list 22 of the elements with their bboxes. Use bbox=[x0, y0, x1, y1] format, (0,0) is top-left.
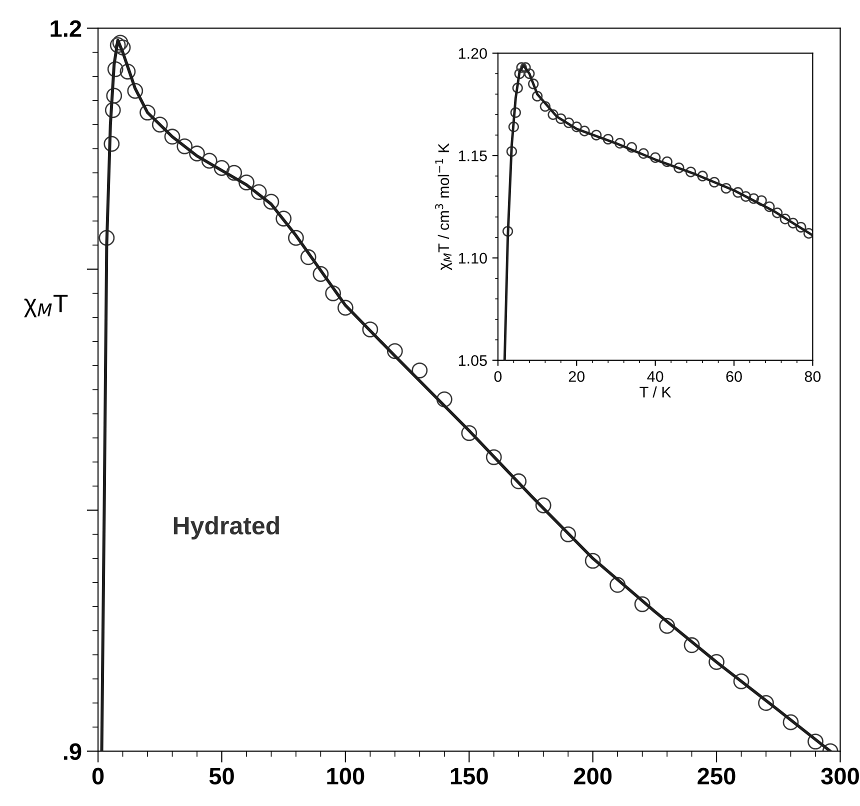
x-tick-label: 50 bbox=[209, 768, 234, 785]
x-tick-label: 40 bbox=[647, 371, 664, 382]
y-tick-label: 1.20 bbox=[458, 48, 487, 59]
x-tick-label: 20 bbox=[568, 371, 585, 382]
y-tick-label: 1.10 bbox=[458, 252, 487, 264]
x-tick-label: 200 bbox=[574, 768, 612, 785]
x-tick-label: 60 bbox=[726, 371, 742, 382]
y-axis-title: χ$_{M}$T bbox=[24, 294, 68, 318]
x-axis-title: T / K bbox=[640, 386, 672, 398]
x-tick-label: 150 bbox=[450, 768, 488, 785]
annotation: Hydrated bbox=[174, 516, 279, 540]
x-tick-label: 300 bbox=[821, 768, 859, 785]
x-tick-label: 0 bbox=[494, 371, 502, 382]
y-axis-title: χ$_{M}$T / cm$^{3}$ mol$^{−1}$ K bbox=[435, 143, 452, 270]
y-tick-label: 1.15 bbox=[458, 150, 487, 162]
x-tick-label: 80 bbox=[804, 371, 821, 382]
x-tick-label: 250 bbox=[698, 768, 736, 785]
y-tick-label: 1.2 bbox=[50, 20, 82, 37]
x-tick-label: 0 bbox=[92, 768, 104, 785]
y-tick-label: .9 bbox=[64, 743, 82, 760]
y-tick-label: 1.05 bbox=[458, 355, 487, 366]
x-tick-label: 100 bbox=[327, 768, 364, 785]
